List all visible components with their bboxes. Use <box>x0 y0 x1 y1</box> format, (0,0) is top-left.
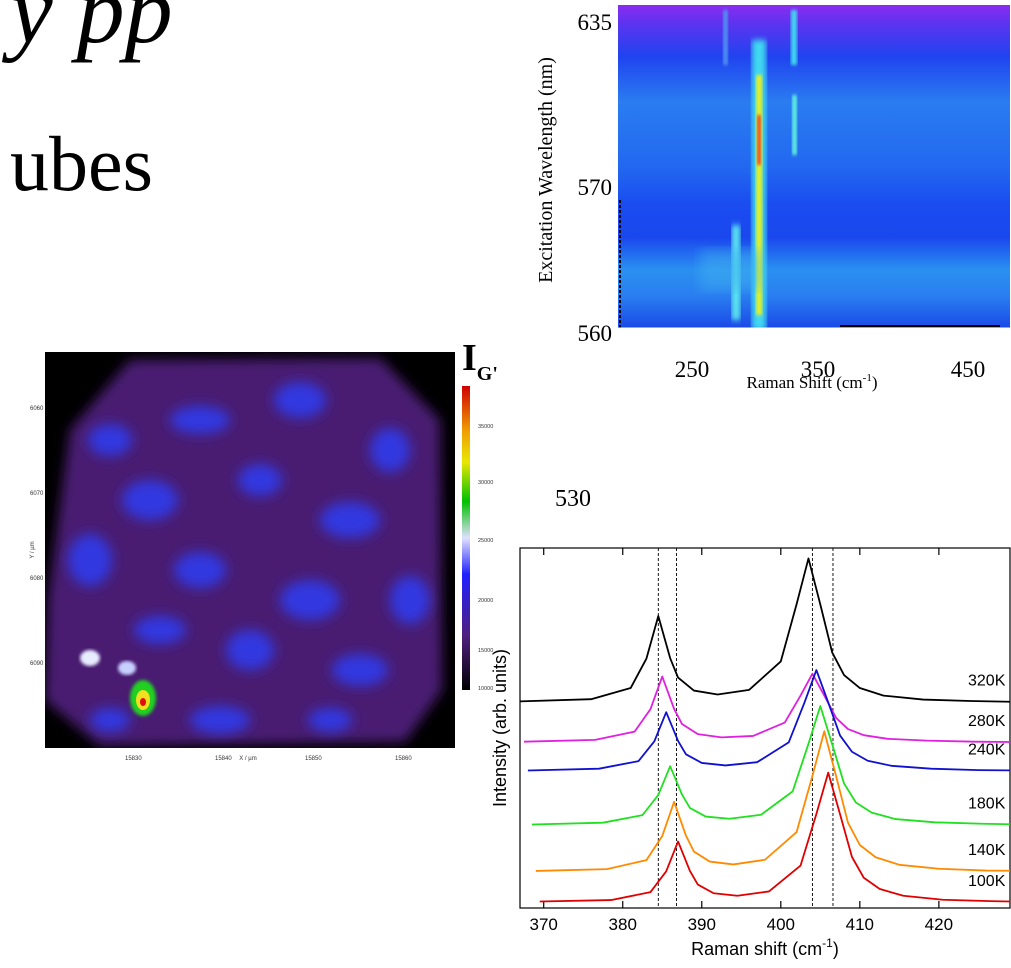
x-tick-label: 450 <box>951 357 986 382</box>
colorbar-label: 35000 <box>478 424 493 430</box>
x-axis-title-tail: ) <box>833 939 839 959</box>
map-label-sub: G' <box>477 363 498 385</box>
map-y-label: 6090 <box>30 661 44 667</box>
plot-frame <box>519 547 1011 909</box>
subtitle-fragment: ubes <box>10 120 153 207</box>
colorbar-label: 20000 <box>478 598 493 604</box>
bright-spot <box>80 650 100 666</box>
x-tick-label: 380 <box>609 915 637 934</box>
x-tick-label: 420 <box>925 915 953 934</box>
x-tick-label: 400 <box>767 915 795 934</box>
x-axis-title-tail: ) <box>872 373 878 392</box>
streak <box>792 95 797 155</box>
y-tick-label: 635 <box>578 10 613 35</box>
glow <box>700 250 760 290</box>
x-axis-title: Raman Shift (cm-1) <box>747 372 878 392</box>
streak <box>791 10 797 65</box>
series-label: 140K <box>968 842 1006 859</box>
y-tick-label: 570 <box>578 175 613 200</box>
x-tick-label: 390 <box>688 915 716 934</box>
map-label-main: I <box>462 337 477 379</box>
x-tick-label: 250 <box>675 357 710 382</box>
map-blob <box>45 358 442 746</box>
raman-chart: Intensity (arb. units) Raman shift (cm-1… <box>490 547 1011 959</box>
x-axis-title-sup: -1 <box>863 372 872 384</box>
colorbar <box>462 386 470 690</box>
series-label: 100K <box>968 873 1006 890</box>
series-line <box>531 705 1010 826</box>
map-label: IG' <box>462 337 498 385</box>
stray-label: 530 <box>555 486 591 512</box>
map-patches <box>68 382 430 734</box>
excitation-background <box>618 5 1010 328</box>
x-axis-title-text: Raman shift (cm <box>691 939 822 959</box>
series-label: 180K <box>968 795 1006 812</box>
map-y-title: Y / µm <box>30 541 36 558</box>
series-line <box>539 771 1010 903</box>
x-axis-title-sup: -1 <box>822 936 833 950</box>
bright-spot <box>140 698 146 706</box>
x-tick-label: 370 <box>530 915 558 934</box>
series-line <box>527 669 1010 772</box>
series-label: 280K <box>968 713 1006 730</box>
map-x-label: 15850 <box>305 756 322 762</box>
y-tick-label: 560 <box>578 321 613 346</box>
x-axis-title-text: Raman Shift (cm <box>747 373 863 392</box>
map-y-label: 6080 <box>30 576 44 582</box>
series-line <box>520 557 1010 703</box>
colorbar-label: 15000 <box>478 648 493 654</box>
colorbar-label: 30000 <box>478 480 493 486</box>
streak <box>757 115 761 165</box>
series-line <box>523 672 1010 743</box>
map-y-label: 6060 <box>30 406 44 412</box>
x-axis-title: Raman shift (cm-1) <box>691 936 839 959</box>
bright-spot <box>118 661 136 675</box>
x-tick-label: 410 <box>846 915 874 934</box>
y-axis-title: Intensity (arb. units) <box>490 649 510 807</box>
colorbar-label: 25000 <box>478 538 493 544</box>
map-x-label: 15840 <box>215 756 232 762</box>
series-line <box>535 730 1010 872</box>
map-x-label: 15860 <box>395 756 412 762</box>
streak <box>756 75 762 315</box>
excitation-map: 635 570 560 Excitation Wavelength (nm) 2… <box>535 5 1010 392</box>
colorbar-label: 10000 <box>478 686 493 692</box>
series-label: 240K <box>968 741 1006 758</box>
series-label: 320K <box>968 673 1006 690</box>
map-x-label: 15830 <box>125 756 142 762</box>
title-fragment: y pp <box>1 0 173 63</box>
y-axis-title: Excitation Wavelength (nm) <box>535 57 557 283</box>
streak <box>723 10 728 65</box>
map-y-label: 6070 <box>30 491 44 497</box>
map-x-title: X / µm <box>239 756 256 762</box>
x-tick-label: 350 <box>801 357 836 382</box>
series-group <box>520 557 1010 903</box>
intensity-map: 6060 6070 6080 6090 Y / µm 15830 15840 1… <box>30 337 498 762</box>
